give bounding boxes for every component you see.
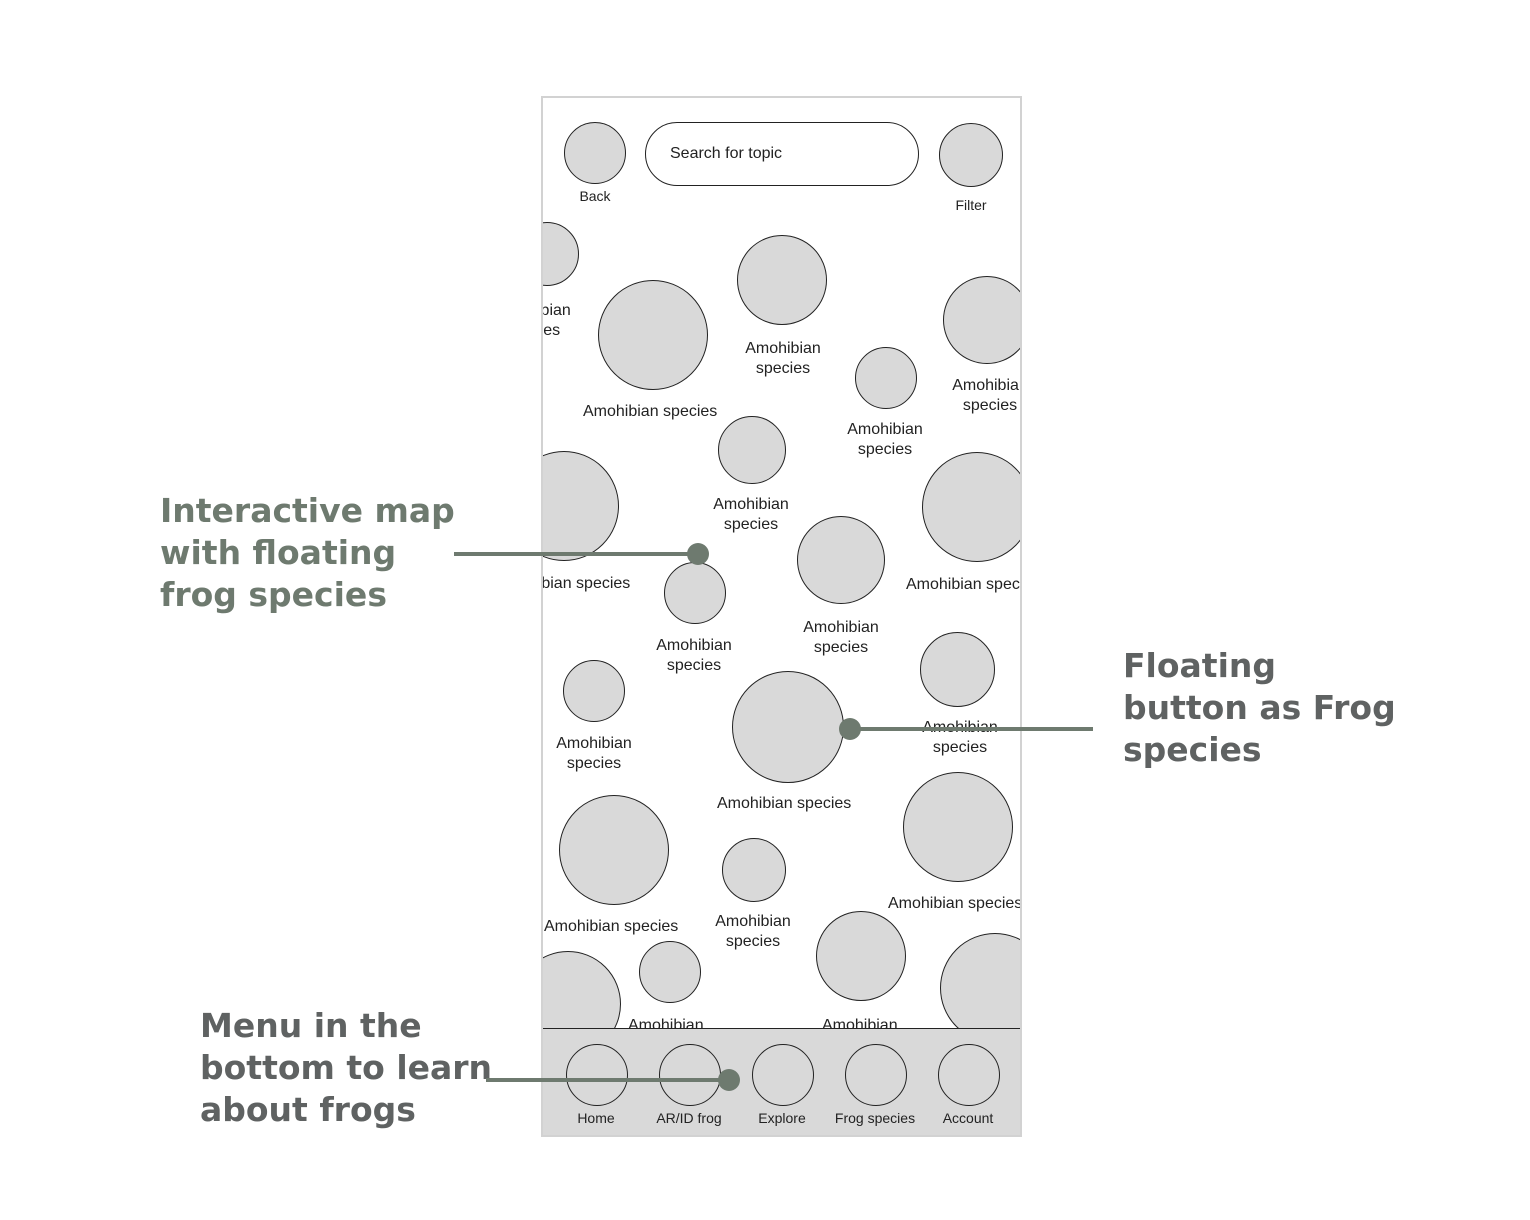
species-bubble[interactable] [722, 838, 786, 902]
species-bubble[interactable] [732, 671, 844, 783]
species-bubble[interactable] [664, 562, 726, 624]
menu-annotation-dot [718, 1069, 740, 1091]
filter-button[interactable] [939, 123, 1003, 187]
bottom-nav: Home AR/ID frog Explore Frog species Acc… [543, 1028, 1020, 1135]
nav-item-home[interactable]: Home [548, 1044, 644, 1134]
species-label: Amohibian species [583, 403, 718, 420]
nav-item-explore[interactable]: Explore [734, 1044, 830, 1134]
menu-annotation-line [486, 1078, 728, 1082]
explore-icon [752, 1044, 814, 1106]
nav-item-frog-species[interactable]: Frog species [827, 1044, 923, 1134]
species-bubble[interactable] [940, 933, 1020, 1043]
button-annotation-line [850, 727, 1093, 731]
nav-item-ar-id-frog[interactable]: AR/ID frog [641, 1044, 737, 1134]
species-bubble[interactable] [598, 280, 708, 390]
species-bubble[interactable] [816, 911, 906, 1001]
map-annotation-dot [687, 543, 709, 565]
species-bubble[interactable] [737, 235, 827, 325]
map-annotation-line [454, 552, 696, 556]
home-icon [566, 1044, 628, 1106]
nav-item-account[interactable]: Account [920, 1044, 1016, 1134]
frog-icon [845, 1044, 907, 1106]
species-bubble[interactable] [543, 222, 579, 286]
nav-label: Account [942, 1110, 994, 1126]
species-label: Amohibian species [541, 575, 631, 592]
species-bubble[interactable] [943, 276, 1020, 364]
nav-label: AR/ID frog [656, 1110, 722, 1126]
nav-label: Home [577, 1110, 615, 1126]
button-annotation-dot [839, 718, 861, 740]
species-label: Amohibian species [906, 576, 1020, 593]
species-bubble[interactable] [639, 941, 701, 1003]
filter-label: Filter [955, 197, 987, 213]
species-label: Amohibian species [544, 918, 679, 935]
species-label: Amohibian species [888, 895, 1022, 912]
species-label: Amohibian species [717, 795, 852, 812]
species-bubble[interactable] [563, 660, 625, 722]
menu-annotation: Menu in the bottom to learn about frogs [200, 1006, 493, 1129]
nav-label: Frog species [834, 1110, 916, 1126]
account-icon [938, 1044, 1000, 1106]
button-annotation: Floating button as Frog species [1123, 646, 1396, 769]
species-bubble[interactable] [920, 632, 995, 707]
species-bubble[interactable] [718, 416, 786, 484]
map-annotation: Interactive map with floating frog speci… [160, 491, 455, 614]
species-bubble[interactable] [797, 516, 885, 604]
back-button[interactable] [564, 122, 626, 184]
species-bubble[interactable] [922, 452, 1020, 562]
species-bubble[interactable] [543, 451, 619, 561]
back-label: Back [579, 188, 611, 204]
species-bubble[interactable] [559, 795, 669, 905]
nav-label: Explore [758, 1110, 806, 1126]
species-bubble[interactable] [855, 347, 917, 409]
ar-icon [659, 1044, 721, 1106]
species-bubble[interactable] [903, 772, 1013, 882]
search-input[interactable] [645, 122, 919, 186]
